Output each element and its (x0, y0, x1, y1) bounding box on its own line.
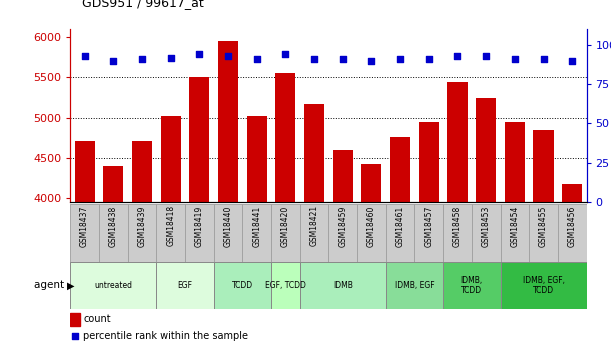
Text: GSM18455: GSM18455 (539, 205, 548, 247)
Bar (476, 98, 496, 345)
Point (280, 52, 290, 57)
Bar (271, 204, 300, 264)
Text: untreated: untreated (94, 281, 133, 290)
Point (395, 56, 405, 62)
Bar (103, 166, 123, 345)
Text: GSM18418: GSM18418 (166, 205, 175, 246)
Bar (419, 122, 439, 345)
Bar (75, 141, 95, 345)
Point (539, 56, 549, 62)
Text: GSM18458: GSM18458 (453, 205, 462, 247)
Bar (218, 41, 238, 345)
Bar (447, 82, 467, 345)
Text: GSM18453: GSM18453 (481, 205, 491, 247)
Bar (70, 204, 99, 264)
Bar (386, 204, 414, 264)
Bar (247, 116, 267, 345)
Text: GSM18459: GSM18459 (338, 205, 347, 247)
Bar (156, 262, 214, 309)
Bar (189, 78, 210, 345)
Bar (505, 122, 525, 345)
Text: GSM18420: GSM18420 (281, 205, 290, 247)
Bar (386, 262, 443, 309)
Bar (271, 262, 300, 309)
Text: EGF: EGF (178, 281, 192, 290)
Bar (156, 204, 185, 264)
Bar (214, 262, 271, 309)
Bar (443, 262, 500, 309)
Bar (70, 313, 79, 326)
Point (137, 56, 147, 62)
Bar (529, 204, 558, 264)
Bar (128, 204, 156, 264)
Bar (329, 204, 357, 264)
Point (309, 56, 319, 62)
Point (338, 56, 348, 62)
Bar (500, 262, 587, 309)
Point (252, 56, 262, 62)
Text: GSM18419: GSM18419 (195, 205, 204, 247)
Text: ▶: ▶ (67, 280, 75, 290)
Text: GSM18460: GSM18460 (367, 205, 376, 247)
Text: IDMB,
TCDD: IDMB, TCDD (461, 276, 483, 295)
Bar (414, 204, 443, 264)
Text: count: count (83, 314, 111, 324)
Bar (99, 204, 128, 264)
Point (481, 53, 491, 59)
Bar (500, 204, 529, 264)
Point (70, 333, 80, 339)
Text: TCDD: TCDD (232, 281, 253, 290)
Bar (357, 204, 386, 264)
Bar (472, 204, 500, 264)
Text: GDS951 / 99617_at: GDS951 / 99617_at (82, 0, 204, 9)
Text: GSM18440: GSM18440 (224, 205, 233, 247)
Text: IDMB: IDMB (333, 281, 353, 290)
Point (510, 56, 520, 62)
Point (453, 53, 463, 59)
Text: GSM18438: GSM18438 (109, 205, 118, 247)
Point (568, 58, 577, 63)
Bar (558, 204, 587, 264)
Point (424, 56, 434, 62)
Bar (562, 184, 582, 345)
Text: GSM18457: GSM18457 (424, 205, 433, 247)
Text: GSM18454: GSM18454 (510, 205, 519, 247)
Bar (304, 104, 324, 345)
Point (367, 58, 376, 63)
Bar (161, 116, 181, 345)
Point (108, 58, 118, 63)
Text: GSM18421: GSM18421 (310, 205, 318, 246)
Point (194, 52, 204, 57)
Text: GSM18441: GSM18441 (252, 205, 262, 247)
Bar (390, 137, 410, 345)
Bar (185, 204, 214, 264)
Bar (533, 130, 554, 345)
Bar (361, 164, 381, 345)
Point (166, 55, 175, 60)
Bar (333, 150, 353, 345)
Text: GSM18456: GSM18456 (568, 205, 577, 247)
Text: EGF, TCDD: EGF, TCDD (265, 281, 306, 290)
Bar (214, 204, 243, 264)
Text: percentile rank within the sample: percentile rank within the sample (83, 331, 248, 341)
Bar (243, 204, 271, 264)
Text: agent: agent (34, 280, 67, 290)
Bar (276, 73, 296, 345)
Bar (70, 262, 156, 309)
Text: GSM18461: GSM18461 (395, 205, 404, 247)
Point (79, 53, 89, 59)
Text: GSM18437: GSM18437 (80, 205, 89, 247)
Point (223, 53, 233, 59)
Text: IDMB, EGF: IDMB, EGF (395, 281, 434, 290)
Bar (443, 204, 472, 264)
Bar (300, 204, 329, 264)
Bar (300, 262, 386, 309)
Text: GSM18439: GSM18439 (137, 205, 147, 247)
Bar (132, 141, 152, 345)
Text: IDMB, EGF,
TCDD: IDMB, EGF, TCDD (522, 276, 565, 295)
